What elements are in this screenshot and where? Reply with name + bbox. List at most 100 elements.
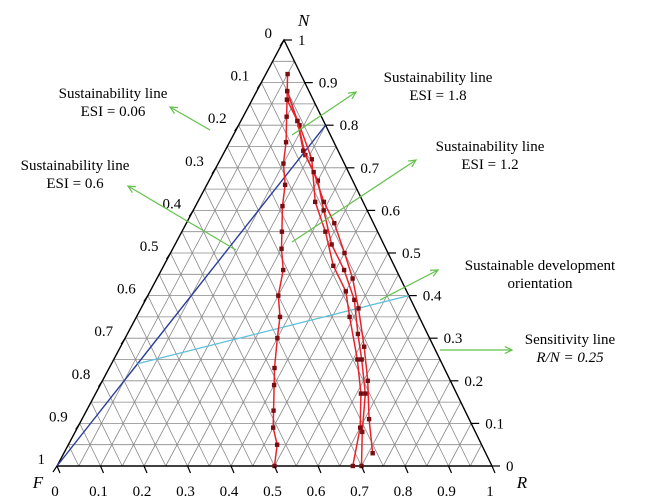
esi-point — [352, 297, 357, 303]
left-tick-mark — [75, 423, 81, 430]
esi-point — [321, 208, 326, 213]
left-tick-mark — [256, 82, 262, 89]
esi-point — [281, 161, 286, 166]
right-tick-label: 0.3 — [444, 331, 463, 347]
left-tick-label: 0.4 — [162, 196, 181, 212]
right-tick-label: 0.4 — [423, 289, 442, 305]
annotation-text: ESI = 1.2 — [461, 157, 518, 173]
grid-line — [272, 61, 471, 467]
bottom-tick-label: 0.3 — [176, 484, 195, 500]
grid-line — [361, 338, 430, 467]
bottom-tick-label: 0.7 — [350, 484, 369, 500]
esi-point — [295, 118, 300, 124]
annotation-text: R/N = 0.25 — [535, 350, 604, 366]
esi-point — [370, 451, 375, 456]
esi-point — [272, 365, 277, 371]
esi-point — [323, 229, 328, 234]
right-tick-label: 0.8 — [340, 118, 359, 134]
bottom-tick-label: 0 — [51, 484, 59, 500]
annotation-text: ESI = 1.8 — [409, 88, 466, 104]
grid-line — [426, 401, 462, 467]
annotation-arrow — [169, 106, 211, 131]
bottom-tick-mark — [273, 465, 279, 474]
esi-point — [347, 314, 352, 320]
esi-point — [365, 378, 370, 383]
left-tick-mark — [143, 295, 149, 302]
annotation-text: Sustainability line — [436, 139, 545, 155]
bottom-tick-mark — [447, 465, 453, 474]
grid-line — [79, 423, 101, 467]
orientation-line — [137, 294, 409, 365]
reference-lines — [56, 124, 409, 467]
esi-point — [312, 199, 318, 205]
esi-point — [283, 140, 289, 145]
esi-point — [332, 220, 337, 226]
esi-point — [285, 88, 290, 94]
bottom-tick-label: 0.1 — [89, 484, 108, 500]
esi-point — [350, 276, 355, 281]
corner-label-f: F — [32, 473, 44, 492]
esi-point — [285, 71, 290, 77]
bottom-tick-mark — [360, 465, 366, 474]
grid-line — [124, 338, 188, 467]
left-tick-label: 0.1 — [231, 69, 250, 85]
left-tick-label: 0 — [265, 26, 273, 42]
left-tick-mark — [234, 124, 240, 132]
left-tick-label: 0.5 — [140, 239, 159, 255]
left-tick-mark — [97, 380, 103, 388]
annotation-arrowhead — [407, 159, 418, 168]
grid-line — [295, 274, 399, 467]
grid-line — [339, 316, 420, 467]
sensitivity-line — [56, 124, 327, 467]
esi-point — [359, 357, 364, 362]
grid-line — [469, 444, 482, 467]
right-tick-label: 0.9 — [319, 76, 338, 92]
grid-line — [67, 444, 80, 467]
esi-point — [321, 199, 327, 205]
esi-point — [343, 289, 349, 294]
grid-line — [158, 274, 254, 467]
annotation-text: Sustainability line — [384, 70, 493, 86]
esi-point — [271, 382, 277, 388]
grid-line — [448, 423, 472, 467]
esi-point — [366, 416, 372, 422]
bottom-tick-label: 1 — [486, 484, 494, 500]
esi-curves — [270, 71, 375, 469]
right-tick-label: 0 — [506, 459, 514, 475]
grid-line — [136, 316, 210, 467]
left-tick-label: 0.7 — [94, 324, 113, 340]
esi-point — [357, 425, 363, 430]
left-tick-label: 0.8 — [72, 367, 91, 383]
esi-point — [355, 357, 360, 362]
left-tick-label: 0.2 — [208, 111, 227, 127]
left-tick-mark — [120, 337, 126, 345]
bottom-tick-mark — [143, 465, 148, 474]
bottom-tick-mark — [99, 465, 105, 474]
grid-line — [226, 146, 384, 467]
esi-point — [282, 182, 288, 188]
annotation-arrow — [379, 269, 439, 301]
annotation-text: Sustainability line — [21, 158, 130, 174]
bottom-tick-label: 0.4 — [220, 484, 239, 500]
grid-line — [249, 103, 428, 467]
grid-line — [102, 380, 145, 467]
esi-point — [311, 169, 316, 175]
bottom-tick-label: 0.2 — [133, 484, 152, 500]
annotation-arrowhead — [504, 345, 514, 355]
esi-point — [355, 331, 361, 337]
left-tick-mark — [52, 465, 58, 473]
bottom-tick-mark — [56, 465, 61, 474]
grid-line — [78, 61, 295, 467]
esi-point — [279, 246, 284, 251]
esi-point — [276, 293, 281, 298]
esi-point — [315, 178, 321, 183]
esi-curve — [286, 90, 374, 454]
bottom-tick-mark — [317, 465, 322, 474]
bottom-tick-mark — [491, 465, 496, 474]
right-tick-label: 0.6 — [381, 203, 400, 219]
bottom-tick-mark — [404, 465, 409, 474]
annotation-text: Sustainability line — [59, 86, 168, 102]
grid-line — [90, 401, 123, 467]
left-tick-label: 0.9 — [49, 409, 68, 425]
